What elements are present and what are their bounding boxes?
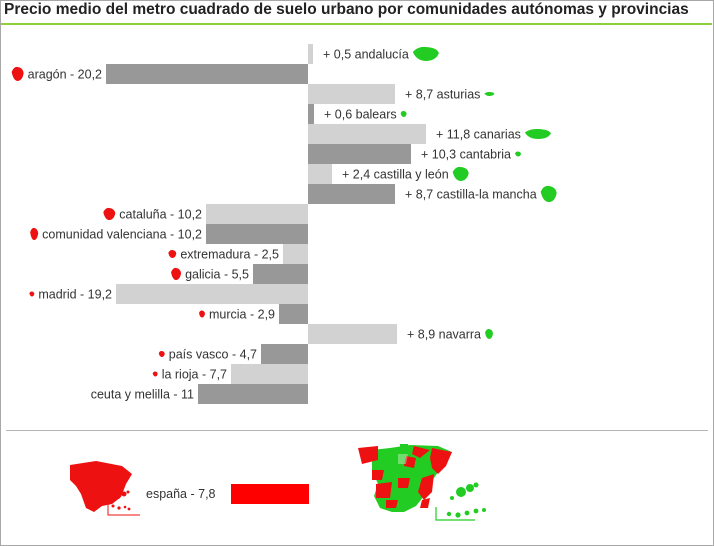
bar <box>308 164 332 184</box>
bar-chart: + 0,5 andalucía aragón - 20,2 + 8,7 asturi… <box>11 44 557 404</box>
bar <box>206 224 308 244</box>
bar-label: + 0,6 balears <box>324 108 397 122</box>
bar-label: extremadura - 2,5 <box>180 248 279 262</box>
region-map-icon <box>485 328 494 340</box>
total-bar <box>231 484 309 504</box>
region-map-icon <box>168 249 177 259</box>
total-label: españa - 7,8 <box>146 487 216 501</box>
bar <box>261 344 308 364</box>
chart-title: Precio medio del metro cuadrado de suelo… <box>4 1 689 18</box>
bar <box>206 204 308 224</box>
bar <box>198 384 308 404</box>
bar <box>106 64 308 84</box>
region-map-icon <box>158 350 165 358</box>
bar <box>231 364 308 384</box>
bar <box>308 104 314 124</box>
bar-label: + 8,7 castilla-la mancha <box>405 188 537 202</box>
bar-label: + 8,7 asturias <box>405 88 480 102</box>
region-map-icon <box>524 128 551 140</box>
bar <box>308 144 411 164</box>
bar-label: madrid - 19,2 <box>38 288 112 302</box>
section-divider <box>6 430 708 431</box>
bar-label: país vasco - 4,7 <box>169 348 257 362</box>
bar <box>279 304 308 324</box>
title-rule <box>1 23 712 25</box>
bar <box>308 184 395 204</box>
bar-label: galicia - 5,5 <box>185 268 249 282</box>
region-icons-group <box>11 46 557 377</box>
region-map-icon <box>11 66 24 82</box>
regions-map-icon <box>358 444 486 521</box>
bars-group <box>106 44 426 404</box>
bar-label: murcia - 2,9 <box>209 308 275 322</box>
bar <box>308 84 395 104</box>
bar <box>308 124 426 144</box>
region-map-icon <box>199 310 205 318</box>
bar-label: + 10,3 cantabria <box>421 148 511 162</box>
region-map-icon <box>484 91 495 97</box>
region-map-icon <box>540 185 557 203</box>
bar <box>308 44 313 64</box>
bar <box>116 284 308 304</box>
region-map-icon <box>412 46 439 62</box>
bar-label: + 2,4 castilla y león <box>342 168 449 182</box>
bar-label: + 0,5 andalucía <box>323 48 409 62</box>
labels-group: + 0,5 andalucía aragón - 20,2 + 8,7 asturi… <box>28 48 537 402</box>
region-map-icon <box>515 151 521 157</box>
bar-label: cataluña - 10,2 <box>119 208 202 222</box>
bar-label: aragón - 20,2 <box>28 68 102 82</box>
bar-label: la rioja - 7,7 <box>162 368 227 382</box>
region-map-icon <box>103 207 116 221</box>
bar-label: + 8,9 navarra <box>407 328 481 342</box>
bar-label: comunidad valenciana - 10,2 <box>42 228 202 242</box>
spain-map-icon <box>70 461 140 516</box>
bar <box>283 244 308 264</box>
spain-total-section <box>70 444 486 521</box>
region-map-icon <box>400 110 407 118</box>
bar <box>253 264 308 284</box>
region-map-icon <box>152 371 158 377</box>
bar <box>308 324 397 344</box>
region-map-icon <box>30 227 39 241</box>
region-map-icon <box>171 267 182 281</box>
region-map-icon <box>29 291 35 297</box>
bar-label: + 11,8 canarias <box>436 128 521 142</box>
bar-label: ceuta y melilla - 11 <box>91 388 194 402</box>
region-map-icon <box>452 166 469 182</box>
